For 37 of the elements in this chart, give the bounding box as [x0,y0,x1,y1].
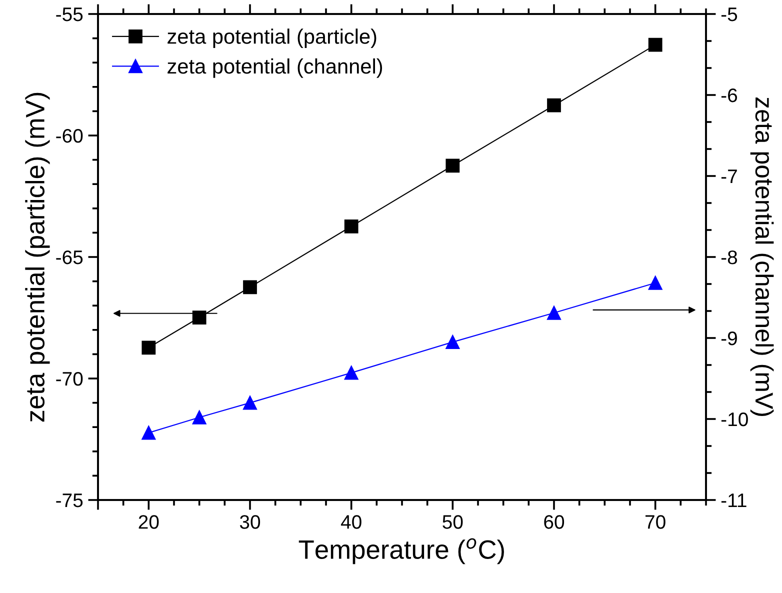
y2-axis-title: zeta potential (channel) (mV) [750,98,774,416]
point [547,306,561,320]
point [648,38,662,52]
point [142,340,156,355]
x-tick-label: 40 [340,515,362,529]
point [243,396,257,410]
point [142,426,156,440]
y-tick-label: -55 [56,8,83,22]
point [648,276,662,290]
point [344,366,358,380]
x-tick-label: 70 [646,515,666,529]
point [344,219,358,234]
point [192,410,206,424]
x-tick-label: 60 [544,515,564,529]
y-tick-label: -60 [56,128,83,143]
point [547,98,561,112]
y2-tick-label: -10 [721,412,748,426]
y-tick-label: -65 [56,250,83,264]
y-tick-label: -70 [56,372,83,386]
point [243,280,257,294]
x-tick-label: 20 [138,515,159,529]
y2-tick-label: -11 [721,494,746,508]
point [446,158,460,173]
y-tick-label: -75 [56,494,83,508]
x-axis-title: Temperature ($^{o}$C) [298,538,504,564]
y2-tick-label: -5 [721,8,738,22]
x-tick-label: 30 [240,515,260,529]
y-axis-title: zeta potential (particle) (mV) [25,92,50,422]
y2-tick-label: -6 [721,88,738,102]
x-tick-label: 50 [442,515,463,529]
point [192,310,206,324]
y2-tick-label: -8 [721,250,738,264]
legend-label: zeta potential (particle) [168,28,376,48]
point [446,335,460,349]
y2-tick-label: -9 [721,331,737,346]
y2-tick-label: -7 [721,170,737,184]
legend-label: zeta potential (channel) [168,58,382,78]
